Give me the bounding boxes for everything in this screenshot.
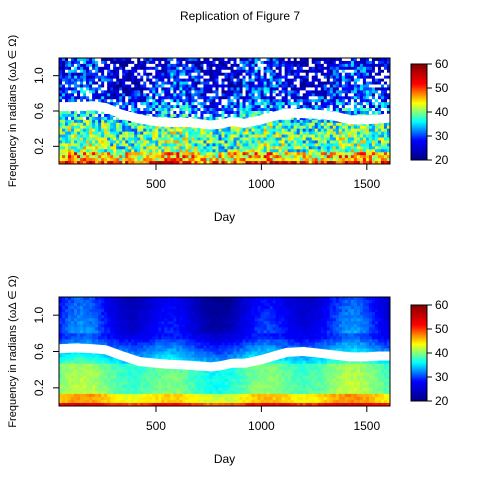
x-tick-label: 1500 bbox=[353, 419, 380, 433]
colorbar-tick-label: 60 bbox=[435, 298, 449, 312]
ridge-line bbox=[59, 101, 391, 130]
y-axis: 0.2 0.6 1.0 bbox=[32, 307, 59, 396]
x-axis-label: Day bbox=[214, 452, 235, 466]
y-axis-label: Frequency in radians (ωΔ ∈ Ω) bbox=[7, 275, 19, 427]
colorbar-tick-label: 30 bbox=[435, 370, 449, 384]
x-tick-label: 500 bbox=[146, 177, 166, 191]
figure-title: Replication of Figure 7 bbox=[180, 9, 300, 23]
panel-bottom: 500 1000 1500 Day 0.2 0.6 1.0 Frequency in radi… bbox=[7, 275, 449, 466]
panel-top: 500 1000 1500 Day 0.2 0.6 1.0 Frequency in radi… bbox=[7, 35, 449, 224]
ridge-line bbox=[58, 343, 390, 372]
colorbar-tick-label: 50 bbox=[435, 322, 449, 336]
y-tick-label: 1.0 bbox=[32, 67, 46, 84]
y-tick-label: 0.6 bbox=[32, 102, 46, 119]
colorbar-tick-label: 60 bbox=[435, 57, 449, 71]
x-tick-label: 1500 bbox=[353, 177, 380, 191]
y-tick-label: 0.2 bbox=[32, 379, 46, 396]
colorbar: 20 30 40 50 60 bbox=[410, 298, 449, 408]
colorbar-tick-label: 50 bbox=[435, 81, 449, 95]
y-tick-label: 1.0 bbox=[32, 307, 46, 324]
colorbar-tick-label: 20 bbox=[435, 153, 449, 167]
x-axis: 500 1000 1500 bbox=[146, 406, 380, 433]
x-tick-label: 1000 bbox=[248, 177, 275, 191]
y-axis: 0.2 0.6 1.0 bbox=[32, 67, 59, 155]
colorbar-tick-label: 40 bbox=[435, 105, 449, 119]
y-axis-label: Frequency in radians (ωΔ ∈ Ω) bbox=[7, 35, 19, 187]
x-tick-label: 500 bbox=[146, 419, 166, 433]
colorbar-tick-label: 20 bbox=[435, 394, 449, 408]
x-axis: 500 1000 1500 bbox=[146, 164, 380, 191]
colorbar: 20 30 40 50 60 bbox=[410, 57, 449, 167]
colorbar-tick-label: 40 bbox=[435, 346, 449, 360]
colorbar-tick-label: 30 bbox=[435, 129, 449, 143]
y-tick-label: 0.2 bbox=[32, 138, 46, 155]
x-axis-label: Day bbox=[214, 210, 235, 224]
y-tick-label: 0.6 bbox=[32, 343, 46, 360]
x-tick-label: 1000 bbox=[248, 419, 275, 433]
